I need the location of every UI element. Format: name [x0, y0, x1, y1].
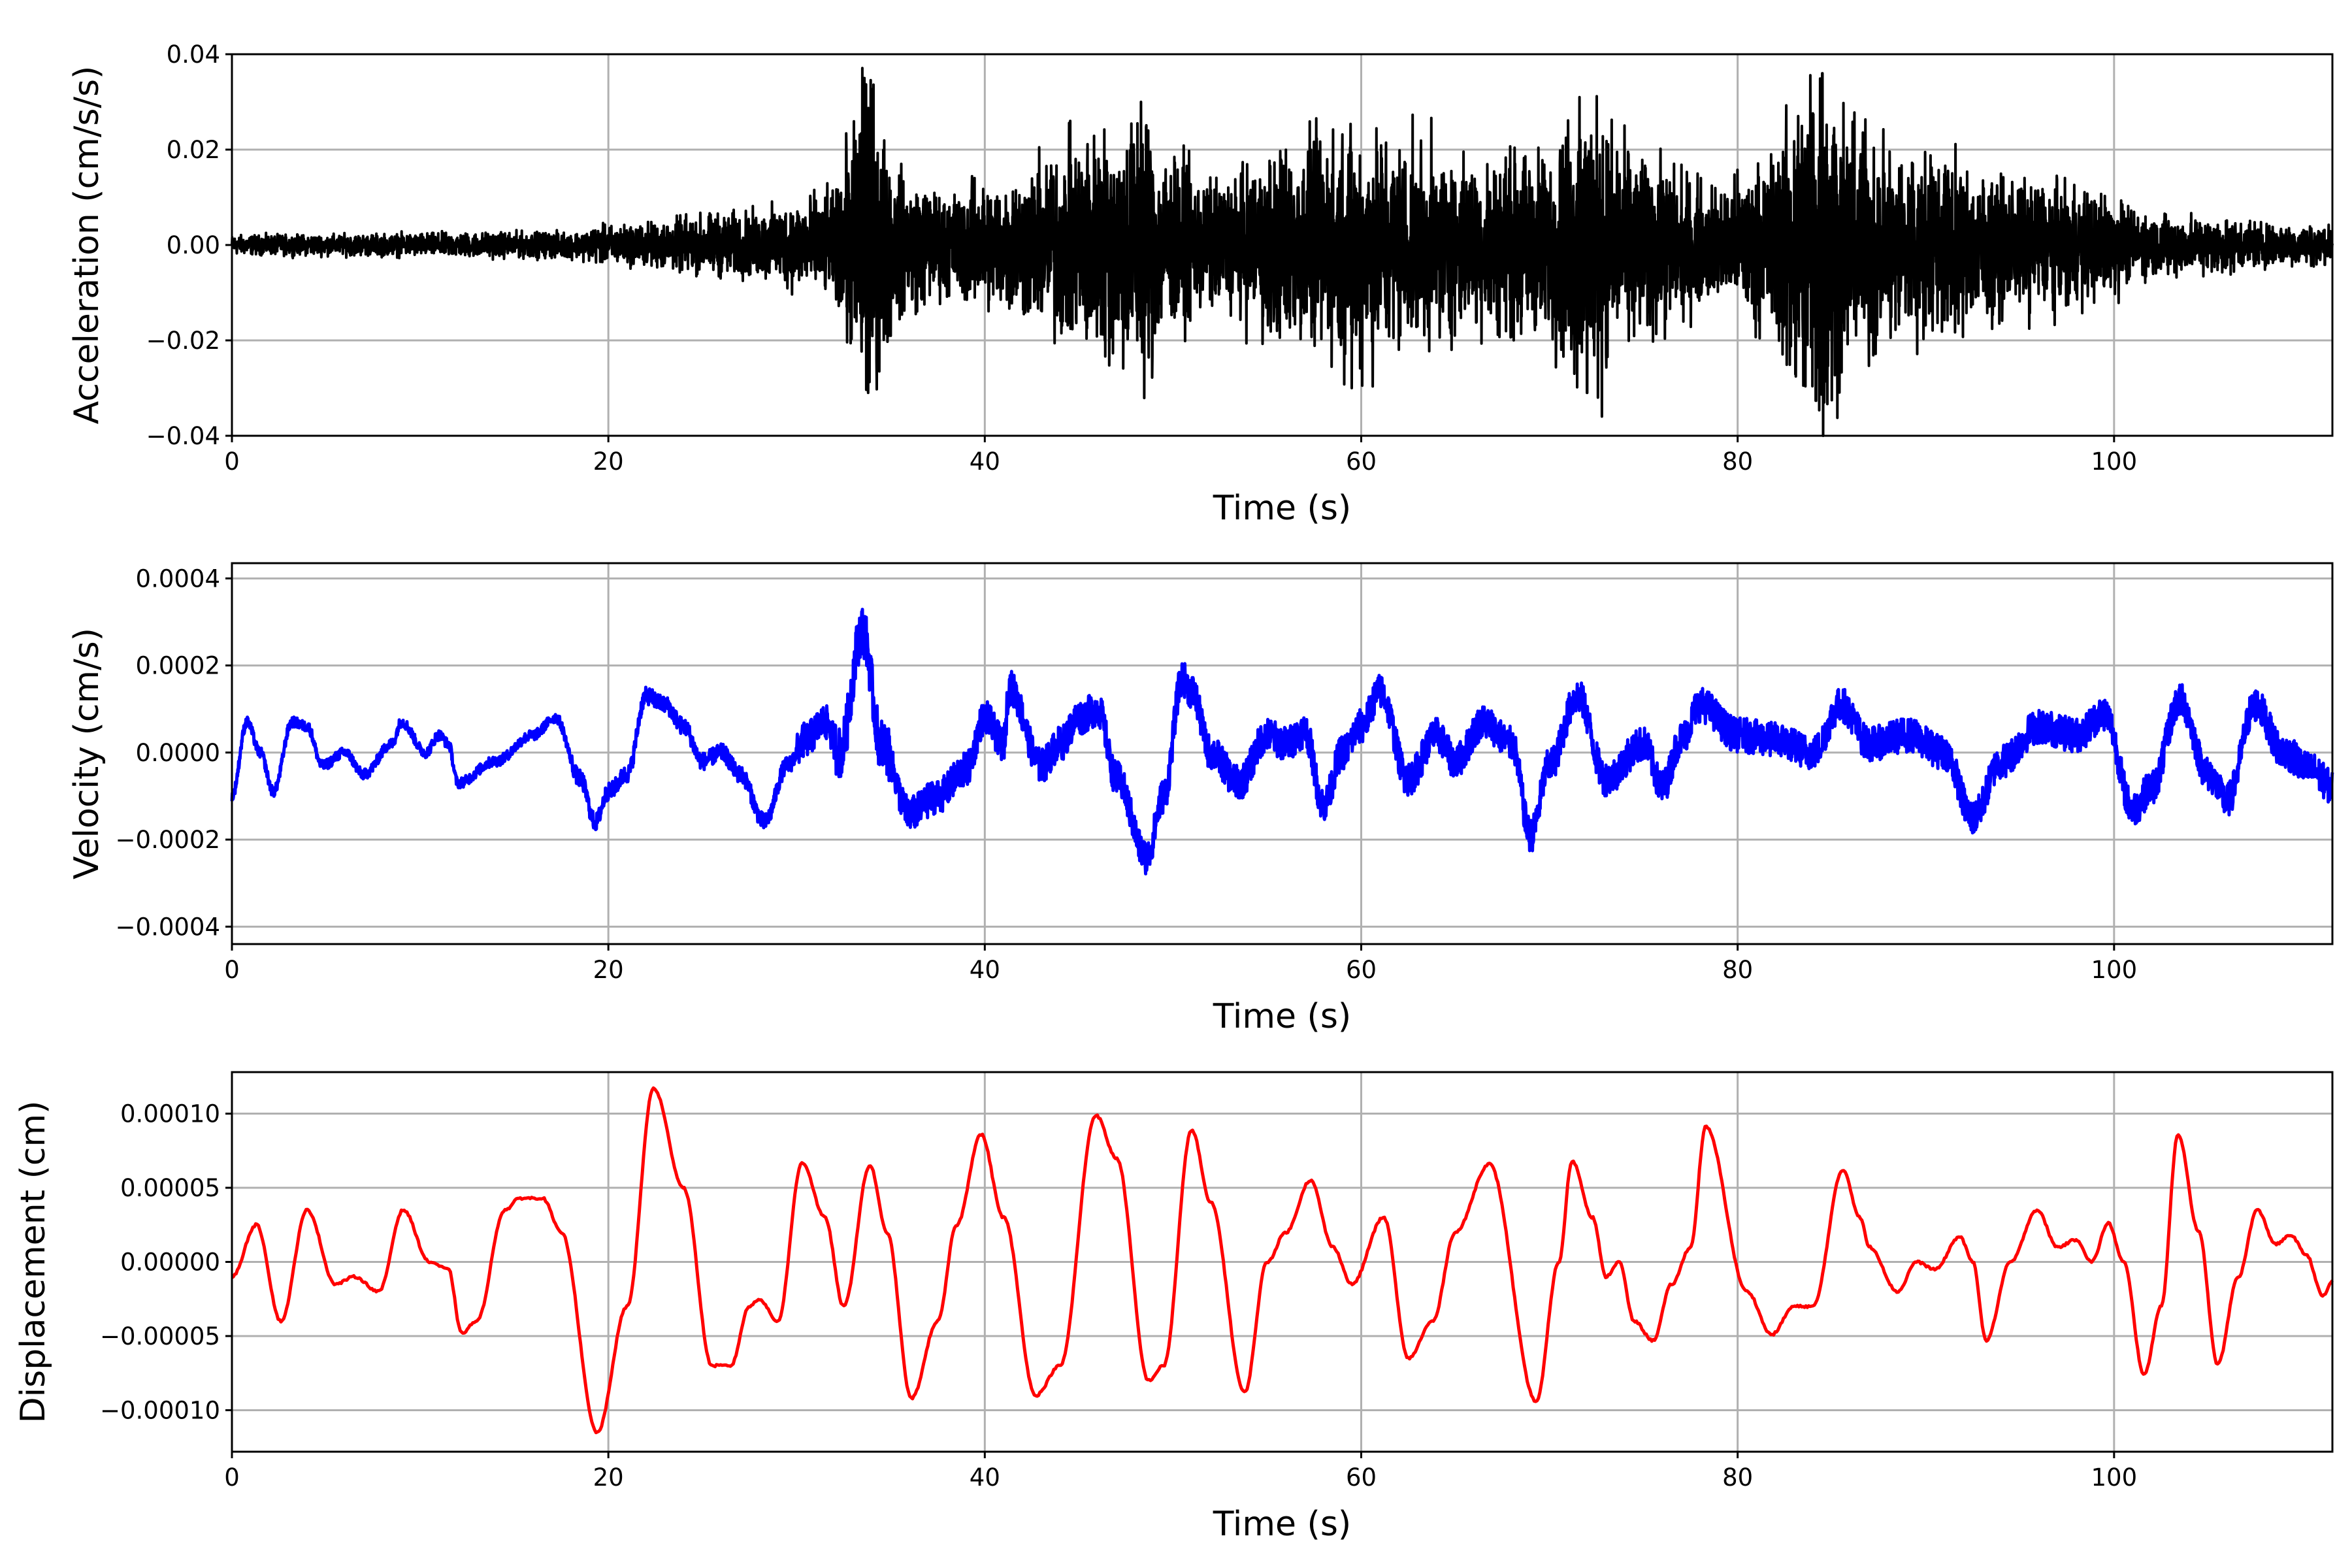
y-axis-label: Displacement (cm): [14, 1101, 53, 1424]
x-tick-label: 60: [1346, 1463, 1377, 1492]
displacement-series-line: [231, 1086, 2334, 1435]
y-axis-label: Acceleration (cm/s/s): [67, 66, 106, 425]
x-tick-label: 100: [2091, 448, 2138, 476]
y-tick-label: 0.00000: [120, 1249, 220, 1277]
x-axis-label: Time (s): [1213, 997, 1351, 1036]
velocity-series-line: [230, 608, 2334, 875]
x-axis-label: Time (s): [1213, 489, 1351, 528]
x-tick-label: 20: [593, 448, 624, 476]
x-tick-label: 80: [1722, 448, 1753, 476]
acceleration-panel: 0 20 40 60 80 100 −0.04 −0.02 0.00 0.02 0.04 Time (…: [67, 41, 2334, 528]
y-tick-label: 0.0000: [136, 739, 220, 767]
x-tick-label: 80: [1722, 1463, 1753, 1492]
x-tick-label: 100: [2091, 1463, 2138, 1492]
x-tick-label: 60: [1346, 448, 1377, 476]
y-tick-label: −0.04: [146, 422, 220, 450]
x-tick-label: 100: [2091, 956, 2138, 984]
x-tick-label: 20: [593, 1463, 624, 1492]
y-tick-label: −0.00010: [100, 1396, 220, 1424]
y-tick-label: −0.0002: [116, 826, 220, 854]
axes-frame: [231, 562, 2334, 945]
x-tick-label: 60: [1346, 956, 1377, 984]
x-tick-label: 0: [224, 1463, 240, 1492]
y-axis-label: Velocity (cm/s): [67, 628, 106, 879]
axes-frame: [231, 1071, 2334, 1453]
y-tick-label: 0.0004: [136, 564, 220, 593]
velocity-panel: 0 20 40 60 80 100 −0.0004 −0.0002 0.0000 0.0002 0.…: [67, 562, 2334, 1036]
y-tick-label: 0.00: [167, 231, 220, 259]
displacement-panel: 0 20 40 60 80 100 −0.00010 −0.00005 0.00000 0.000…: [14, 1071, 2334, 1544]
x-tick-label: 80: [1722, 956, 1753, 984]
y-tick-label: 0.00005: [120, 1174, 220, 1202]
x-tick-label: 40: [970, 1463, 1000, 1492]
x-tick-label: 40: [970, 956, 1000, 984]
x-tick-label: 20: [593, 956, 624, 984]
x-tick-label: 0: [224, 448, 240, 476]
x-tick-label: 0: [224, 956, 240, 984]
y-tick-label: 0.0002: [136, 652, 220, 680]
x-axis-label: Time (s): [1213, 1505, 1351, 1544]
y-tick-label: 0.04: [167, 41, 220, 69]
y-tick-label: 0.02: [167, 136, 220, 164]
acceleration-series-line: [231, 67, 2334, 437]
y-tick-label: −0.02: [146, 327, 220, 355]
y-tick-label: −0.00005: [100, 1322, 220, 1350]
axes-frame: [231, 53, 2334, 437]
y-tick-label: 0.00010: [120, 1100, 220, 1128]
y-tick-label: −0.0004: [116, 913, 220, 941]
x-tick-label: 40: [970, 448, 1000, 476]
